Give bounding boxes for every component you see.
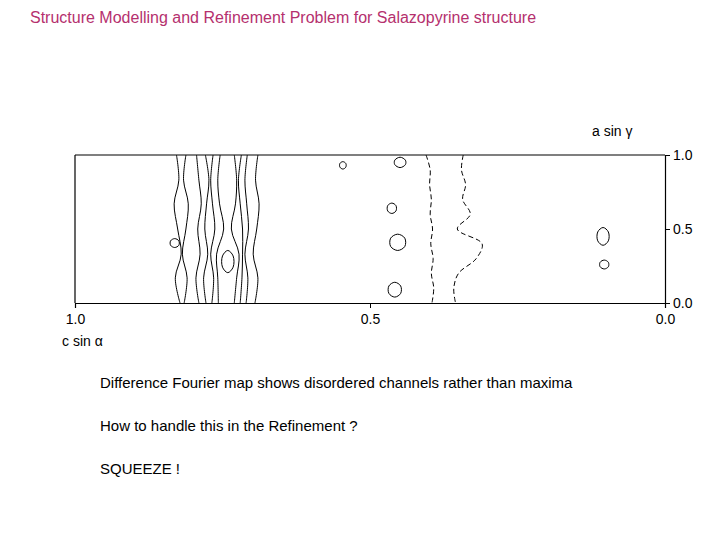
x-axis-title: c sin α (62, 333, 103, 349)
y-tick: 1.0 (665, 147, 693, 163)
x-axis-line (76, 304, 666, 309)
contour-line (426, 155, 434, 303)
x-tick: 0.5 (361, 303, 381, 327)
frame-left (74, 155, 75, 303)
contour-line (245, 155, 249, 303)
annotation: SQUEEZE ! (100, 460, 180, 477)
contour-loop (390, 234, 406, 250)
contour-loop (170, 239, 179, 248)
title: Structure Modelling and Refinement Probl… (30, 9, 536, 26)
x-tick: 1.0 (66, 303, 86, 327)
annotation: Difference Fourier map shows disordered … (100, 374, 573, 391)
contour-line (238, 155, 242, 303)
contour-line (182, 155, 188, 303)
slide: Structure Modelling and Refinement Probl… (0, 0, 720, 540)
frame-top (75, 154, 665, 155)
contour-line (174, 155, 181, 303)
y-tick: 0.5 (665, 221, 693, 237)
contour-loop (388, 282, 401, 297)
contour-line (454, 155, 483, 303)
contour-line (196, 155, 201, 303)
y-tick-label: 0.0 (673, 295, 693, 311)
contour-loop (340, 162, 347, 169)
x-tick-label: 0.5 (361, 311, 381, 327)
y-tick-mark (665, 303, 670, 304)
y-tick-label: 1.0 (673, 147, 693, 163)
y-tick-label: 0.5 (673, 221, 693, 237)
contour-line (216, 155, 223, 303)
x-tick-label: 1.0 (66, 311, 86, 327)
contour-loop (600, 260, 609, 269)
contour-loop (597, 228, 609, 246)
y-axis-line (666, 156, 671, 304)
y-axis: 0.0 0.5 1.0 (665, 147, 693, 311)
y-axis-title: a sin γ (592, 123, 632, 139)
contour-loop (222, 250, 234, 272)
contour-loop (394, 157, 406, 167)
x-tick-mark (75, 303, 76, 308)
x-tick-mark (370, 303, 371, 308)
x-axis: 1.0 0.5 0.0 (66, 303, 676, 327)
plot-area (170, 155, 609, 303)
annotation: How to handle this in the Refinement ? (100, 417, 358, 434)
y-tick: 0.0 (665, 295, 693, 311)
contour-line (231, 155, 239, 303)
x-tick-label: 0.0 (656, 311, 676, 327)
contour-loop (387, 203, 396, 213)
y-tick-mark (665, 229, 670, 230)
contour-line (211, 155, 215, 303)
y-tick-mark (665, 155, 670, 156)
contour-line (253, 155, 259, 303)
contour-line (204, 155, 209, 303)
